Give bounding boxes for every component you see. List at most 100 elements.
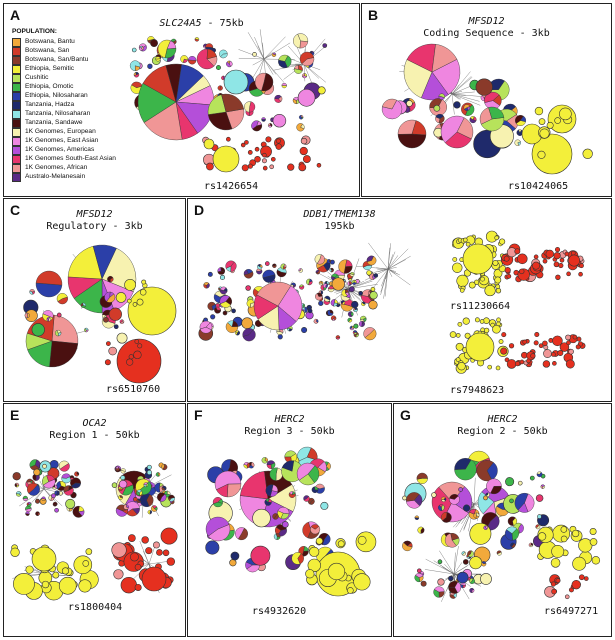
haplotype-node [217,267,226,275]
haplotype-node [147,63,153,69]
node-slice [545,249,554,259]
node-slice [28,484,40,496]
network-edge [444,564,455,575]
node-slice [454,459,477,481]
haplotype-node [145,547,153,555]
haplotype-node [136,498,142,504]
haplotype-node [72,505,85,518]
node-slice [150,39,158,47]
node-slice [582,148,593,159]
node-slice [297,88,316,107]
network-edge [453,552,456,575]
haplotype-node [244,101,256,113]
node-slice [161,485,167,489]
haplotype-node [514,493,535,513]
node-slice [570,250,576,256]
legend-swatch [12,163,21,173]
haplotype-node [266,460,276,469]
node-slice [316,254,325,265]
haplotype-node [481,561,487,567]
node-slice [124,279,137,291]
legend-item: 1K Genomes, European [12,127,140,137]
node-slice [281,82,287,86]
haplotype-node [358,320,365,327]
haplotype-node [129,60,141,71]
node-slice [452,257,458,262]
node-slice [560,535,568,543]
node-slice [206,162,214,171]
network-edge [377,268,389,271]
haplotype-node [495,284,501,290]
node-slice [416,472,428,480]
node-slice [357,535,367,545]
haplotype-node [455,342,464,351]
node-slice [526,358,531,364]
haplotype-node [56,312,62,318]
node-slice [431,44,458,73]
haplotype-node [275,143,283,150]
haplotype-node [505,477,515,487]
node-slice [458,487,463,492]
snp-label-d-1: rs11230664 [450,301,511,312]
node-slice [358,320,363,327]
node-slice [301,57,315,67]
node-slice [397,119,417,135]
node-slice [442,512,452,523]
node-slice [320,501,329,510]
node-slice [537,532,547,541]
node-slice [108,346,117,356]
haplotype-node [104,291,116,303]
node-slice [156,549,163,556]
legend-swatch [12,100,21,110]
node-slice [49,459,59,469]
haplotype-node [557,350,564,356]
legend-label: Botswana, Bantu [25,37,75,45]
haplotype-node [315,292,323,301]
panel-label-d: D [194,202,205,218]
network-edge [39,480,45,490]
network-edge [451,77,473,95]
haplotype-node [307,308,313,314]
node-slice [349,272,355,275]
haplotype-node [141,536,149,544]
node-slice [463,104,471,110]
legend-label: Botswana, San [25,46,70,54]
haplotype-node [448,575,454,582]
haplotype-node [306,278,313,286]
node-slice [440,115,465,144]
haplotype-node [226,136,231,142]
haplotype-node [302,73,308,79]
haplotype-node [294,64,303,74]
node-slice [141,536,149,544]
node-slice [440,496,446,501]
node-slice [435,113,444,119]
node-slice [345,259,353,267]
node-slice [542,360,551,368]
node-slice [265,484,274,497]
node-slice [479,319,485,324]
haplotype-node [550,581,556,587]
node-slice [129,60,141,71]
haplotype-node [323,283,328,289]
node-slice [247,150,253,155]
node-slice [473,512,477,519]
haplotype-node [150,39,158,47]
haplotype-node [214,306,221,314]
node-slice [119,495,123,498]
haplotype-node [366,255,377,266]
node-slice [495,288,502,294]
node-slice [341,289,348,297]
node-slice [301,327,308,334]
node-slice [22,495,28,499]
haplotype-node [226,60,233,68]
node-slice [49,340,79,368]
haplotype-node [542,340,548,347]
network-edge [453,562,463,575]
node-slice [351,300,359,309]
haplotype-node [141,566,167,592]
haplotype-node [500,347,508,355]
haplotype-node [543,349,552,358]
haplotype-node [487,364,493,370]
node-slice [338,259,348,274]
legend-label: 1K Genomes, Americas [25,145,95,153]
